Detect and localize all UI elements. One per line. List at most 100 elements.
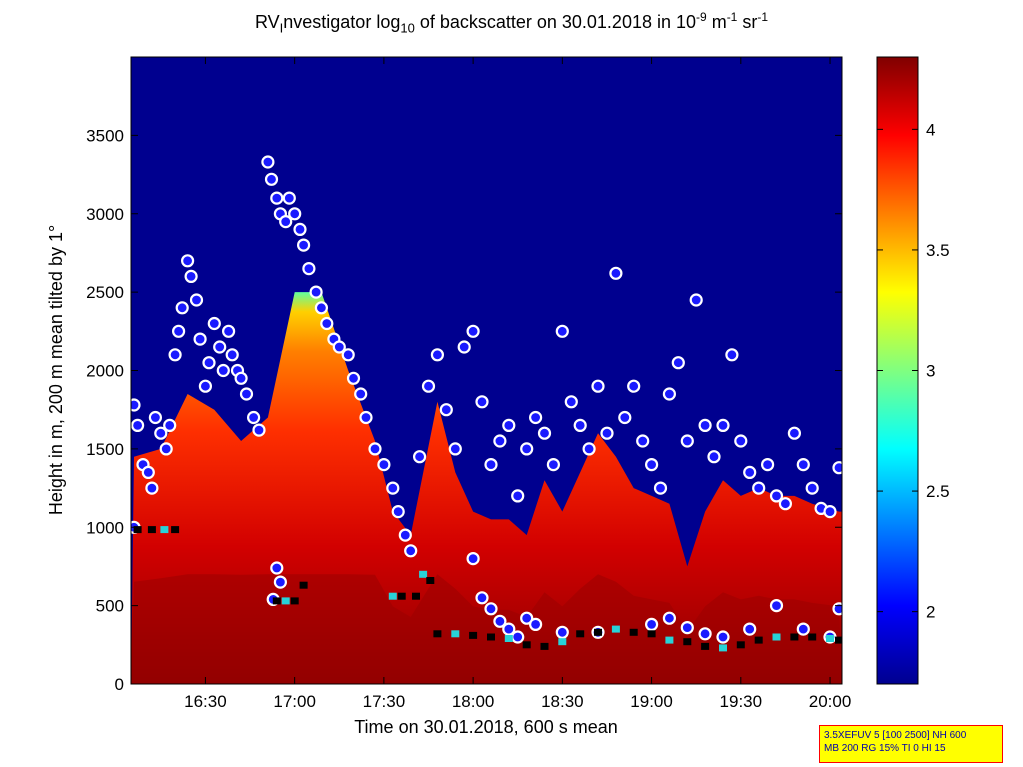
cloud-base-marker: [299, 581, 308, 589]
cloud-base-marker: [835, 636, 842, 644]
cloud-top-marker: [172, 324, 186, 338]
cloud-top-marker: [302, 262, 316, 276]
cloud-top-marker: [264, 172, 279, 186]
cloud-base-marker: [171, 526, 180, 534]
cloud-top-marker: [252, 423, 266, 437]
x-axis: 16:30 17:00 17:30 18:00 18:30 19:00 19:30 20:00: [184, 57, 851, 711]
cloud-top-marker: [282, 191, 296, 205]
y-tick-label: 1500: [86, 440, 124, 459]
aerosol-core: [131, 574, 842, 684]
y-axis: 0 500 1000 1500 2000 2500 3000 3500: [86, 126, 842, 694]
cloud-top-marker: [734, 434, 748, 448]
cloud-top-marker: [823, 505, 837, 519]
cloud-top-marker: [493, 434, 507, 448]
cloud-top-marker: [636, 434, 650, 448]
cloud-top-marker: [439, 403, 453, 417]
colorbar-tick-label: 2: [926, 603, 935, 622]
cloud-base-marker: [540, 642, 549, 650]
cloud-top-marker: [430, 348, 444, 362]
cloud-top-marker: [320, 316, 334, 331]
cloud-top-marker: [644, 617, 659, 632]
cloud-top-marker: [662, 387, 677, 401]
cloud-top-marker: [787, 426, 802, 440]
cloud-top-marker: [832, 602, 842, 616]
cloud-top-marker: [600, 426, 614, 440]
cloud-base-marker: [647, 630, 656, 638]
cloud-top-marker: [270, 191, 284, 205]
cloud-top-marker: [234, 371, 248, 385]
cloud-top-marker: [609, 266, 623, 280]
cloud-top-marker: [288, 207, 302, 221]
cloud-top-marker: [689, 293, 703, 307]
cloud-top-marker: [743, 465, 757, 479]
cloud-top-marker: [511, 630, 525, 644]
y-tick-label: 1000: [86, 518, 124, 537]
cloud-top-marker: [131, 418, 145, 432]
cloud-base-marker: [433, 630, 442, 638]
cloud-base-marker: [469, 631, 478, 639]
cloud-top-marker: [627, 379, 641, 393]
cloud-top-marker: [760, 458, 775, 472]
cloud-top-marker: [184, 269, 198, 283]
cloud-base-marker: [160, 526, 169, 534]
cloud-top-marker: [202, 356, 216, 370]
x-tick-label: 17:00: [273, 692, 316, 711]
x-tick-label: 16:30: [184, 692, 227, 711]
cloud-base-marker: [629, 628, 638, 636]
cloud-top-marker: [391, 505, 405, 519]
cloud-top-marker: [247, 410, 261, 425]
cloud-top-marker: [725, 348, 739, 362]
cloud-base-marker: [701, 642, 710, 650]
cloud-top-marker: [189, 293, 204, 307]
cloud-top-marker: [484, 458, 498, 472]
cloud-top-marker: [273, 575, 287, 589]
x-tick-label: 19:30: [720, 692, 763, 711]
cloud-base-marker: [665, 636, 674, 644]
cloud-base-marker: [611, 625, 620, 633]
cloud-top-marker: [413, 450, 427, 464]
cloud-top-marker: [778, 497, 793, 511]
x-tick-label: 17:30: [363, 692, 406, 711]
cloud-base-marker: [272, 597, 281, 605]
marker-layer: [131, 155, 842, 652]
cloud-base-marker: [388, 592, 397, 600]
cloud-top-marker: [564, 395, 578, 409]
cloud-top-marker: [618, 410, 632, 425]
cloud-top-marker: [555, 324, 569, 338]
cloud-top-marker: [796, 458, 810, 472]
x-tick-label: 18:00: [452, 692, 495, 711]
cloud-top-marker: [680, 620, 694, 635]
cloud-top-marker: [181, 254, 195, 268]
cloud-top-marker: [279, 215, 293, 229]
cloud-top-marker: [752, 481, 766, 495]
cloud-top-marker: [216, 363, 230, 378]
cloud-base-marker: [754, 636, 763, 644]
cloud-top-marker: [698, 418, 712, 432]
cloud-top-marker: [520, 611, 534, 625]
cloud-top-marker: [743, 622, 757, 636]
cloud-top-marker: [573, 418, 587, 432]
cloud-top-marker: [475, 591, 489, 605]
colorbar: [877, 57, 918, 684]
cloud-top-marker: [796, 622, 810, 636]
cloud-top-marker: [644, 458, 659, 472]
cloud-top-marker: [537, 426, 552, 440]
colorbar-tick-label: 3: [926, 362, 935, 381]
cloud-base-marker: [826, 635, 834, 642]
cloud-top-marker: [163, 418, 177, 432]
cloud-top-marker: [198, 379, 212, 393]
cloud-top-marker: [377, 458, 391, 472]
cloud-base-marker: [808, 633, 817, 641]
cloud-top-marker: [528, 617, 543, 632]
cloud-top-marker: [159, 442, 173, 456]
cloud-top-marker: [386, 481, 400, 495]
cloud-base-marker: [487, 633, 495, 641]
cloud-top-marker: [222, 324, 236, 338]
x-tick-label: 19:00: [630, 692, 673, 711]
cloud-top-marker: [716, 418, 730, 432]
cloud-top-marker: [341, 348, 355, 362]
cloud-top-marker: [707, 450, 721, 464]
cloud-top-marker: [404, 544, 418, 558]
chart-title: RVInvestigator log10 of backscatter on 3…: [254, 10, 769, 36]
